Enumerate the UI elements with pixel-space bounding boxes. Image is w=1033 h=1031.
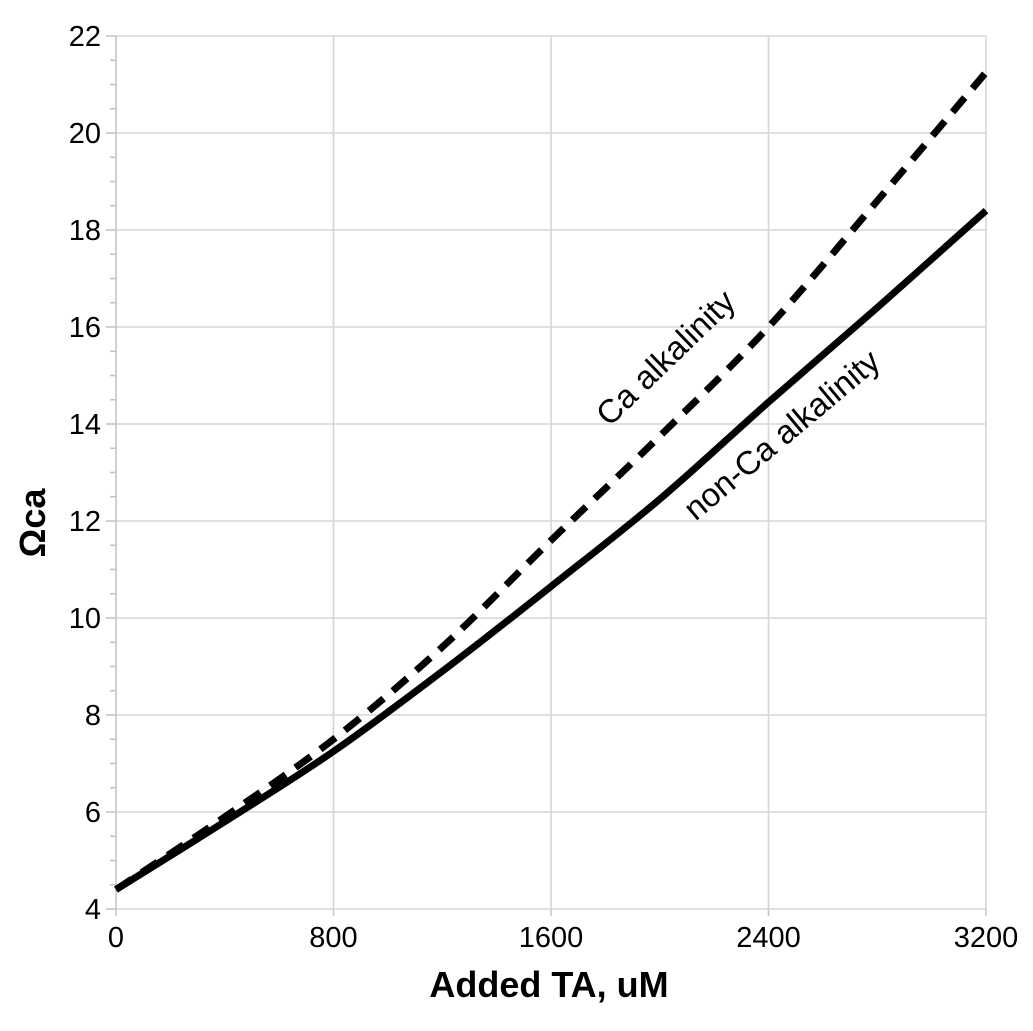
x-tick-label: 0 (108, 922, 124, 954)
y-tick-label: 20 (69, 118, 101, 150)
x-tick-label: 1600 (519, 922, 584, 954)
y-tick-label: 18 (69, 215, 101, 247)
x-tick-label: 3200 (954, 922, 1019, 954)
y-tick-label: 6 (85, 797, 101, 829)
x-tick-label: 2400 (736, 922, 801, 954)
curve-label-non-ca-alkalinity: non-Ca alkalinity (676, 342, 887, 527)
y-tick-label: 22 (69, 21, 101, 53)
x-tick-label: 800 (309, 922, 357, 954)
series-curve-non-ca-alkalinity (114, 207, 989, 893)
y-tick-label: 16 (69, 312, 101, 344)
y-tick-label: 14 (69, 409, 101, 441)
curve-label-ca-alkalinity: Ca alkalinity (589, 282, 743, 433)
y-tick-label: 8 (85, 700, 101, 732)
series-curve-ca-alkalinity (114, 70, 989, 893)
y-tick-label: 12 (69, 506, 101, 538)
y-tick-label: 4 (85, 894, 101, 926)
y-tick-label: 10 (69, 603, 101, 635)
y-axis-title: Ωca (12, 488, 53, 558)
x-axis-title: Added TA, uM (429, 964, 669, 1005)
